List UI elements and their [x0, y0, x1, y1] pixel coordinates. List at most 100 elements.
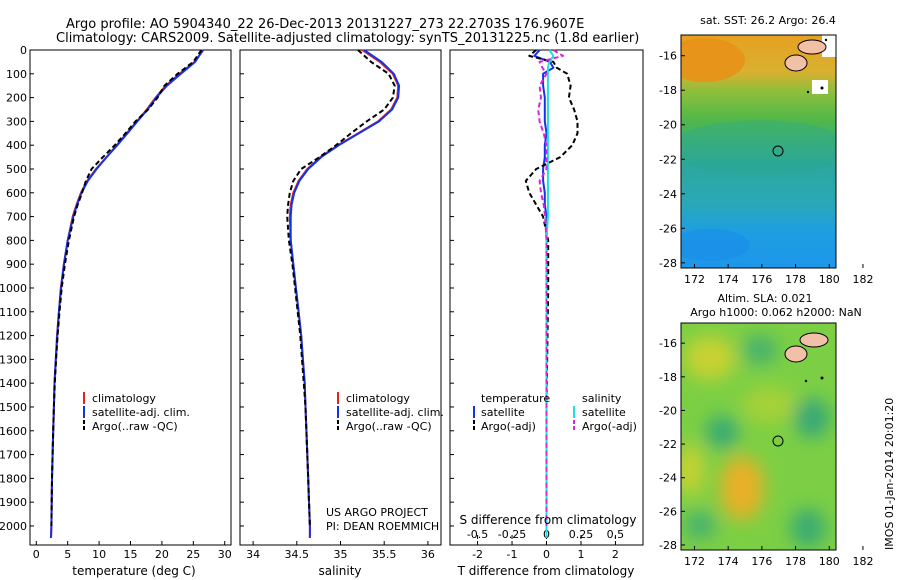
map1-cool-band [681, 120, 836, 176]
map-y-tick-label: -16 [659, 337, 677, 350]
depth-tick-label: 1400 [0, 377, 27, 390]
map-x-tick-label: 180 [819, 555, 840, 568]
map-y-tick-label: -22 [659, 153, 677, 166]
map1-title: sat. SST: 26.2 Argo: 26.4 [700, 14, 836, 27]
depth-tick-label: 1800 [0, 472, 27, 485]
x-tick-label: 35 [334, 548, 348, 561]
panel3-top-xlabel: S difference from climatology [460, 513, 637, 527]
map-y-tick-label: -28 [659, 257, 677, 270]
header-line2: Climatology: CARS2009. Satellite-adjuste… [56, 31, 639, 46]
legend-argo-label: Argo(..raw -QC) [346, 420, 432, 433]
map1-fiji-islands [784, 38, 828, 94]
island-shape [824, 38, 828, 42]
panel3-top-axis: -0.5 -0.25 0 0.25 0.5 [467, 528, 624, 541]
map2-axes: 172 174 176 178 180 182 -16 -18 -20 -22 -24 -26 -28 [659, 337, 873, 568]
map2-frame [680, 322, 837, 551]
map2-fiji-islands [784, 332, 829, 383]
map2-low-patch [794, 398, 830, 438]
legend-satellite-label: satellite-adj. clim. [92, 406, 190, 419]
legend-satellite-label: satellite-adj. clim. [346, 406, 444, 419]
panel3-xlabel: T difference from climatology [457, 564, 635, 578]
map-y-tick-label: -24 [659, 188, 677, 201]
panel3-series [524, 49, 579, 538]
map-x-tick-label: 182 [852, 555, 873, 568]
legend-temp-title: temperature [481, 392, 550, 405]
map-x-tick-label: 182 [852, 273, 873, 286]
depth-axis: 0 100 200 300 400 500 600 700 800 900 1000 1100 1200… [0, 44, 454, 533]
panel2-series [286, 49, 401, 538]
map2-title2: Argo h1000: 0.062 h2000: NaN [690, 306, 862, 319]
legend-climatology-label: climatology [346, 392, 410, 405]
map2-high-patch [720, 456, 764, 520]
island-shape [797, 39, 827, 55]
legend-sal-title: salinity [582, 392, 622, 405]
x-tick-label: 34 [246, 548, 260, 561]
temperature-series-satellite-adj-clim- [50, 49, 204, 538]
depth-tick-label: 1100 [0, 306, 27, 319]
map2-high-patch [742, 387, 798, 423]
panel2-xlabel: salinity [318, 564, 361, 578]
temperature-series-argo-raw-qc- [50, 49, 203, 527]
panel2-legend: climatology satellite-adj. clim. Argo(..… [337, 392, 444, 433]
x-tick-label: 0 [33, 548, 40, 561]
depth-tick-label: 700 [6, 211, 27, 224]
x-tick-label: 0.5 [607, 528, 625, 541]
island-shape [784, 345, 808, 363]
map2-low-patch [790, 508, 826, 548]
header-line1: Argo profile: AO 5904340_22 26-Dec-2013 … [66, 17, 584, 32]
x-tick-label: 36 [421, 548, 435, 561]
difference-series-salinity-satellite [545, 49, 555, 538]
temperature-series-climatology [50, 49, 205, 538]
depth-tick-label: 1200 [0, 330, 27, 343]
map-y-tick-label: -26 [659, 222, 677, 235]
island-shape [820, 86, 824, 90]
map2-title1: Altim. SLA: 0.021 [717, 292, 812, 305]
project-line2: PI: DEAN ROEMMICH [326, 520, 439, 533]
island-shape [784, 54, 808, 72]
map-y-tick-label: -20 [659, 119, 677, 132]
depth-tick-label: 600 [6, 187, 27, 200]
map1-axes: 172 174 176 178 180 182 -16 -18 -20 -22 -24 -26 -28 [659, 50, 873, 286]
x-tick-label: -2 [472, 548, 483, 561]
map-y-tick-label: -18 [659, 371, 677, 384]
map1-blue-patch [681, 229, 750, 261]
map2-low-patch [706, 416, 738, 448]
map1 [681, 35, 836, 268]
map1-frame [680, 34, 837, 269]
depth-tick-label: 1000 [0, 282, 27, 295]
map-x-tick-label: 176 [751, 273, 772, 286]
map-y-tick-label: -28 [659, 539, 677, 552]
depth-tick-label: 1700 [0, 449, 27, 462]
imos-stamp: IMOS 01-Jan-2014 20:01:20 [883, 398, 896, 550]
map-x-tick-label: 174 [718, 273, 739, 286]
map2-low-patch [684, 511, 716, 539]
depth-tick-label: 300 [6, 115, 27, 128]
map2-low-patch [742, 336, 778, 364]
legend-climatology-label: climatology [92, 392, 156, 405]
map2-float-marker [772, 435, 784, 447]
x-tick-label: 1 [577, 548, 584, 561]
island-shape [806, 90, 810, 94]
x-tick-label: 34.5 [285, 548, 310, 561]
map-y-tick-label: -18 [659, 84, 677, 97]
depth-tick-label: 200 [6, 92, 27, 105]
map1-nodata-patch [812, 80, 828, 94]
x-tick-label: 15 [124, 548, 138, 561]
salinity-series-argo-raw-qc- [286, 49, 396, 527]
legend-temp-argo-label: Argo(-adj) [481, 420, 536, 433]
x-tick-label: 30 [218, 548, 232, 561]
panel2-x-axis: 34 34.5 35 35.5 36 [246, 541, 435, 561]
salinity-series-climatology [288, 49, 400, 538]
map-y-tick-label: -16 [659, 50, 677, 63]
depth-tick-label: 1500 [0, 401, 27, 414]
x-tick-label: 10 [92, 548, 106, 561]
legend-sal-argo-label: Argo(-adj) [582, 420, 637, 433]
depth-tick-label: 800 [6, 234, 27, 247]
depth-tick-label: 1600 [0, 425, 27, 438]
map-x-tick-label: 178 [785, 555, 806, 568]
map-x-tick-label: 178 [785, 273, 806, 286]
map-y-tick-label: -26 [659, 505, 677, 518]
depth-tick-label: 2000 [0, 520, 27, 533]
panel3-x-axis: -2 -1 0 1 2 [472, 541, 619, 561]
